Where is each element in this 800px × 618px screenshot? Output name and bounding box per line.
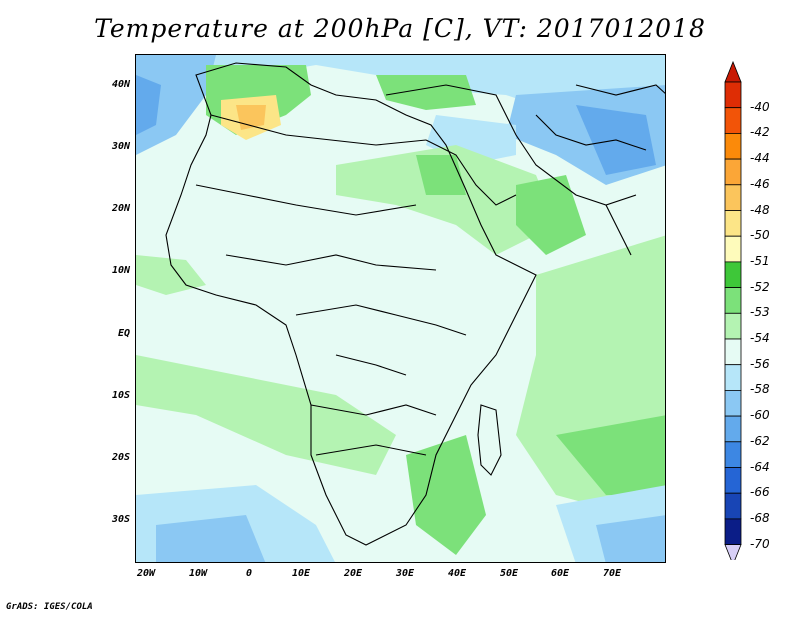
colorbar-cell [724,312,742,340]
colorbar-level-label: -56 [750,356,770,371]
colorbar-cell [724,467,742,494]
colorbar-level-label: -51 [750,253,770,268]
colorbar-cell [724,364,742,391]
lat-label: 20N [111,203,130,214]
map-title: Temperature at 200hPa [C], VT: 201701201… [94,14,706,43]
colorbar-level-label: -70 [750,536,770,551]
lon-label: 0 [245,568,253,579]
lon-label: 20E [343,568,363,579]
colorbar-level-label: -40 [750,99,770,114]
map-field [136,55,665,562]
colorbar-cell [724,287,742,314]
colorbar-cell [724,441,742,468]
colorbar-level-label: -46 [750,176,770,191]
colorbar-cell [724,415,742,443]
lat-label: EQ [117,328,130,339]
colorbar-cell [724,389,742,417]
colorbar-cell [724,338,742,366]
colorbar-cell [724,158,742,186]
lat-label: 30S [111,514,130,525]
lon-label: 70E [602,568,622,579]
colorbar-cell [724,261,742,288]
colorbar-cell [724,107,742,134]
colorbar-cell [724,81,742,109]
colorbar-level-label: -48 [750,202,770,217]
colorbar-level-label: -62 [750,433,770,448]
lon-label: 20W [136,568,156,579]
lat-label: 10N [111,265,130,276]
lon-label: 50E [499,568,519,579]
colorbar-cell [724,133,742,160]
colorbar-level-label: -64 [750,459,770,474]
coastlines [165,62,665,546]
colorbar-level-label: -54 [750,331,770,345]
lat-label: 40N [111,79,130,90]
colorbar-cell [724,210,742,237]
colorbar-level-label: -58 [750,382,770,397]
credit-text: GrADS: IGES/COLA [6,602,93,612]
colorbar-under-arrow [724,544,742,560]
colorbar-cell [724,492,742,520]
colorbar-cell [724,184,742,211]
colorbar-level-label: -50 [750,228,770,243]
colorbar-level-label: -68 [750,510,770,525]
lon-label: 40E [447,568,467,579]
colorbar-cell [724,235,742,263]
colorbar-level-label: -60 [750,408,770,423]
colorbar-level-label: -53 [750,305,770,320]
lon-label: 60E [550,568,570,579]
lon-label: 10E [291,568,311,579]
lon-label: 10W [188,568,208,579]
colorbar-level-label: -66 [750,485,770,500]
lon-label: 30E [395,568,415,579]
colorbar-level-label: -42 [750,125,770,140]
colorbar-level-label: -52 [750,279,770,294]
colorbar [724,60,742,560]
temperature-map [135,54,666,563]
lat-label: 30N [111,141,130,152]
lat-label: 10S [111,390,130,401]
temperature-shading [136,55,665,562]
lat-label: 20S [111,452,130,463]
colorbar-over-arrow [724,60,742,83]
colorbar-level-label: -44 [750,151,770,166]
colorbar-cell [724,518,742,545]
